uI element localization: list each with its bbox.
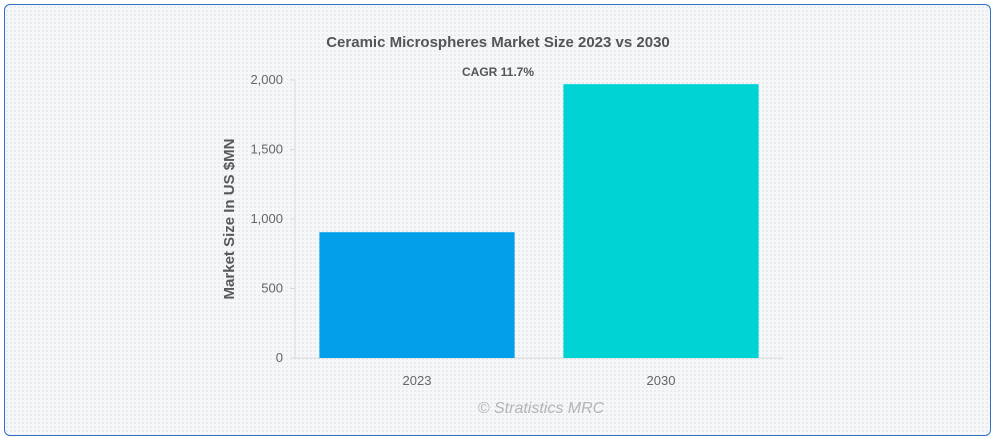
x-axis-ticks: 2023 2030 [403,373,676,388]
source-credit: © Stratistics MRC [478,400,605,417]
y-tick-label: 1,000 [250,211,283,226]
y-axis-ticks: 0 500 1,000 1,500 2,000 [250,72,295,365]
x-tick-label: 2030 [647,373,676,388]
bar-2030 [563,84,759,359]
y-axis-label: Market Size In US $MN [221,139,238,300]
y-tick-label: 2,000 [250,72,283,87]
y-tick-label: 500 [261,281,283,296]
y-tick-label: 1,500 [250,142,283,157]
y-tick-label: 0 [276,350,283,365]
chart-frame [4,4,991,436]
x-tick-label: 2023 [403,373,432,388]
chart-title: Ceramic Microspheres Market Size 2023 vs… [326,34,670,51]
bars [319,84,759,359]
cagr-annotation: CAGR 11.7% [462,65,534,79]
bar-2023 [319,232,515,358]
